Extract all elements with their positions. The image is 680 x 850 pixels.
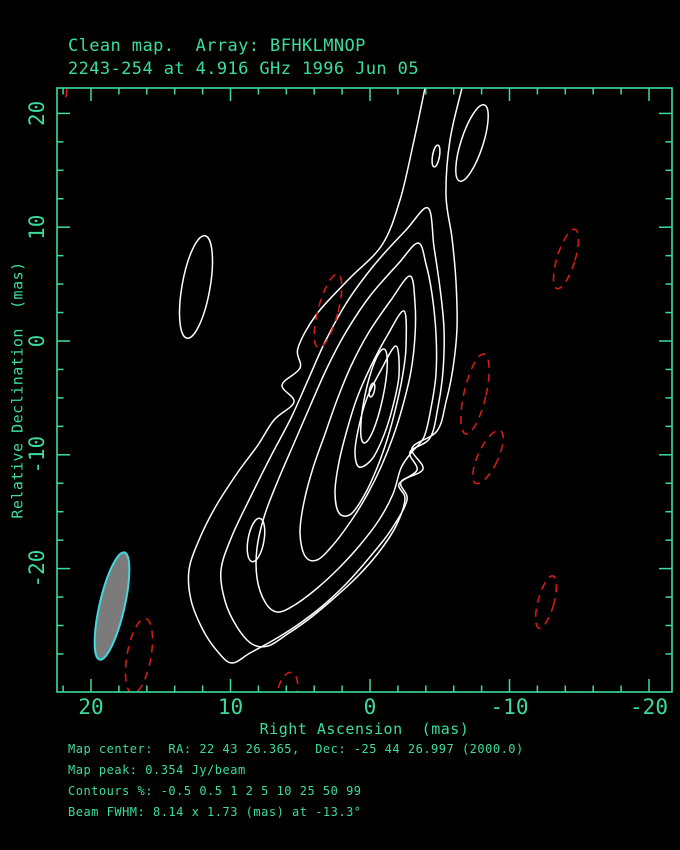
neg-fragment-corner [65,88,68,98]
x-axis-title: Right Ascension (mas) [259,720,470,738]
north-dot [431,144,441,168]
contour-99pct-core [368,382,376,398]
contour-10pct [334,310,408,517]
contour-levels-text: Contours %: -0.5 0.5 1 2 5 10 25 50 99 [68,784,362,798]
contour-50pct [359,348,389,444]
contour-1pct [219,207,445,648]
x-tick-label: 20 [78,695,103,719]
y-axis-title: Relative Declination (mas) [8,261,27,519]
y-tick-label: 20 [25,101,49,126]
x-tick-label: 10 [218,695,243,719]
neg-contour-1 [313,273,343,349]
x-tick-label: -10 [491,695,529,719]
neg-contour-7 [275,671,299,692]
neg-contour-3 [460,353,490,435]
contour-25pct [354,345,400,468]
contour-layer [65,88,580,692]
neg-contour-5 [534,575,558,629]
map-center-text: Map center: RA: 22 43 26.365, Dec: -25 4… [68,742,524,756]
map-subtitle: 2243-254 at 4.916 GHz 1996 Jun 05 [68,59,419,79]
map-peak-text: Map peak: 0.354 Jy/beam [68,763,246,777]
y-tick-label: -20 [25,550,49,588]
y-tick-label: 0 [25,335,49,348]
y-tick-label: 10 [25,215,49,240]
y-tick-label: -10 [25,436,49,474]
beam-ellipse [93,551,131,661]
contour-5pct [299,275,417,562]
neg-contour-6 [124,617,154,692]
axis-ticks [57,88,672,692]
neg-contour-4 [471,429,505,485]
plot-frame [56,87,673,693]
contour-2pct [255,242,438,613]
west-blob [178,234,214,340]
x-tick-label: -20 [630,695,668,719]
contour-0.5pct-jet [187,88,463,664]
north-blob [455,104,489,182]
lobe-island [246,517,266,563]
beam-fwhm-text: Beam FWHM: 8.14 x 1.73 (mas) at -13.3° [68,805,362,819]
x-tick-label: 0 [364,695,377,719]
map-title: Clean map. Array: BFHKLMNOP [68,36,366,56]
neg-contour-2 [552,228,580,290]
